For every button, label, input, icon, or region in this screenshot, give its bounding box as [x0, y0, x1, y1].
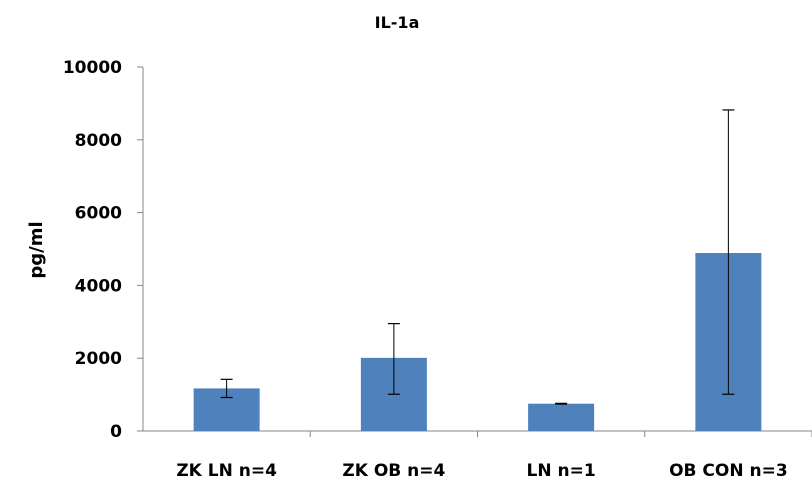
y-tick-label: 8000 [75, 131, 122, 151]
bar [528, 403, 595, 431]
y-tick-label: 2000 [75, 349, 122, 369]
y-tick-label: 10000 [63, 58, 122, 78]
bars [193, 253, 762, 431]
x-labels: ZK LN n=4 ZK OB n=4 LN n=1 OB CON n=3 [176, 461, 787, 481]
y-tick-label: 6000 [75, 204, 122, 224]
x-category-label: ZK LN n=4 [176, 461, 277, 481]
x-ticks [309, 431, 812, 437]
x-category-label: OB CON n=3 [669, 461, 788, 481]
chart-title: IL-1a [375, 13, 420, 32]
y-ticks: 0 2000 4000 6000 8000 10000 [63, 58, 143, 442]
x-category-label: ZK OB n=4 [342, 461, 445, 481]
y-axis-title: pg/ml [26, 221, 47, 278]
y-tick-label: 4000 [75, 276, 122, 296]
error-bars [220, 109, 735, 405]
x-category-label: LN n=1 [527, 461, 596, 481]
y-tick-label: 0 [110, 422, 122, 442]
